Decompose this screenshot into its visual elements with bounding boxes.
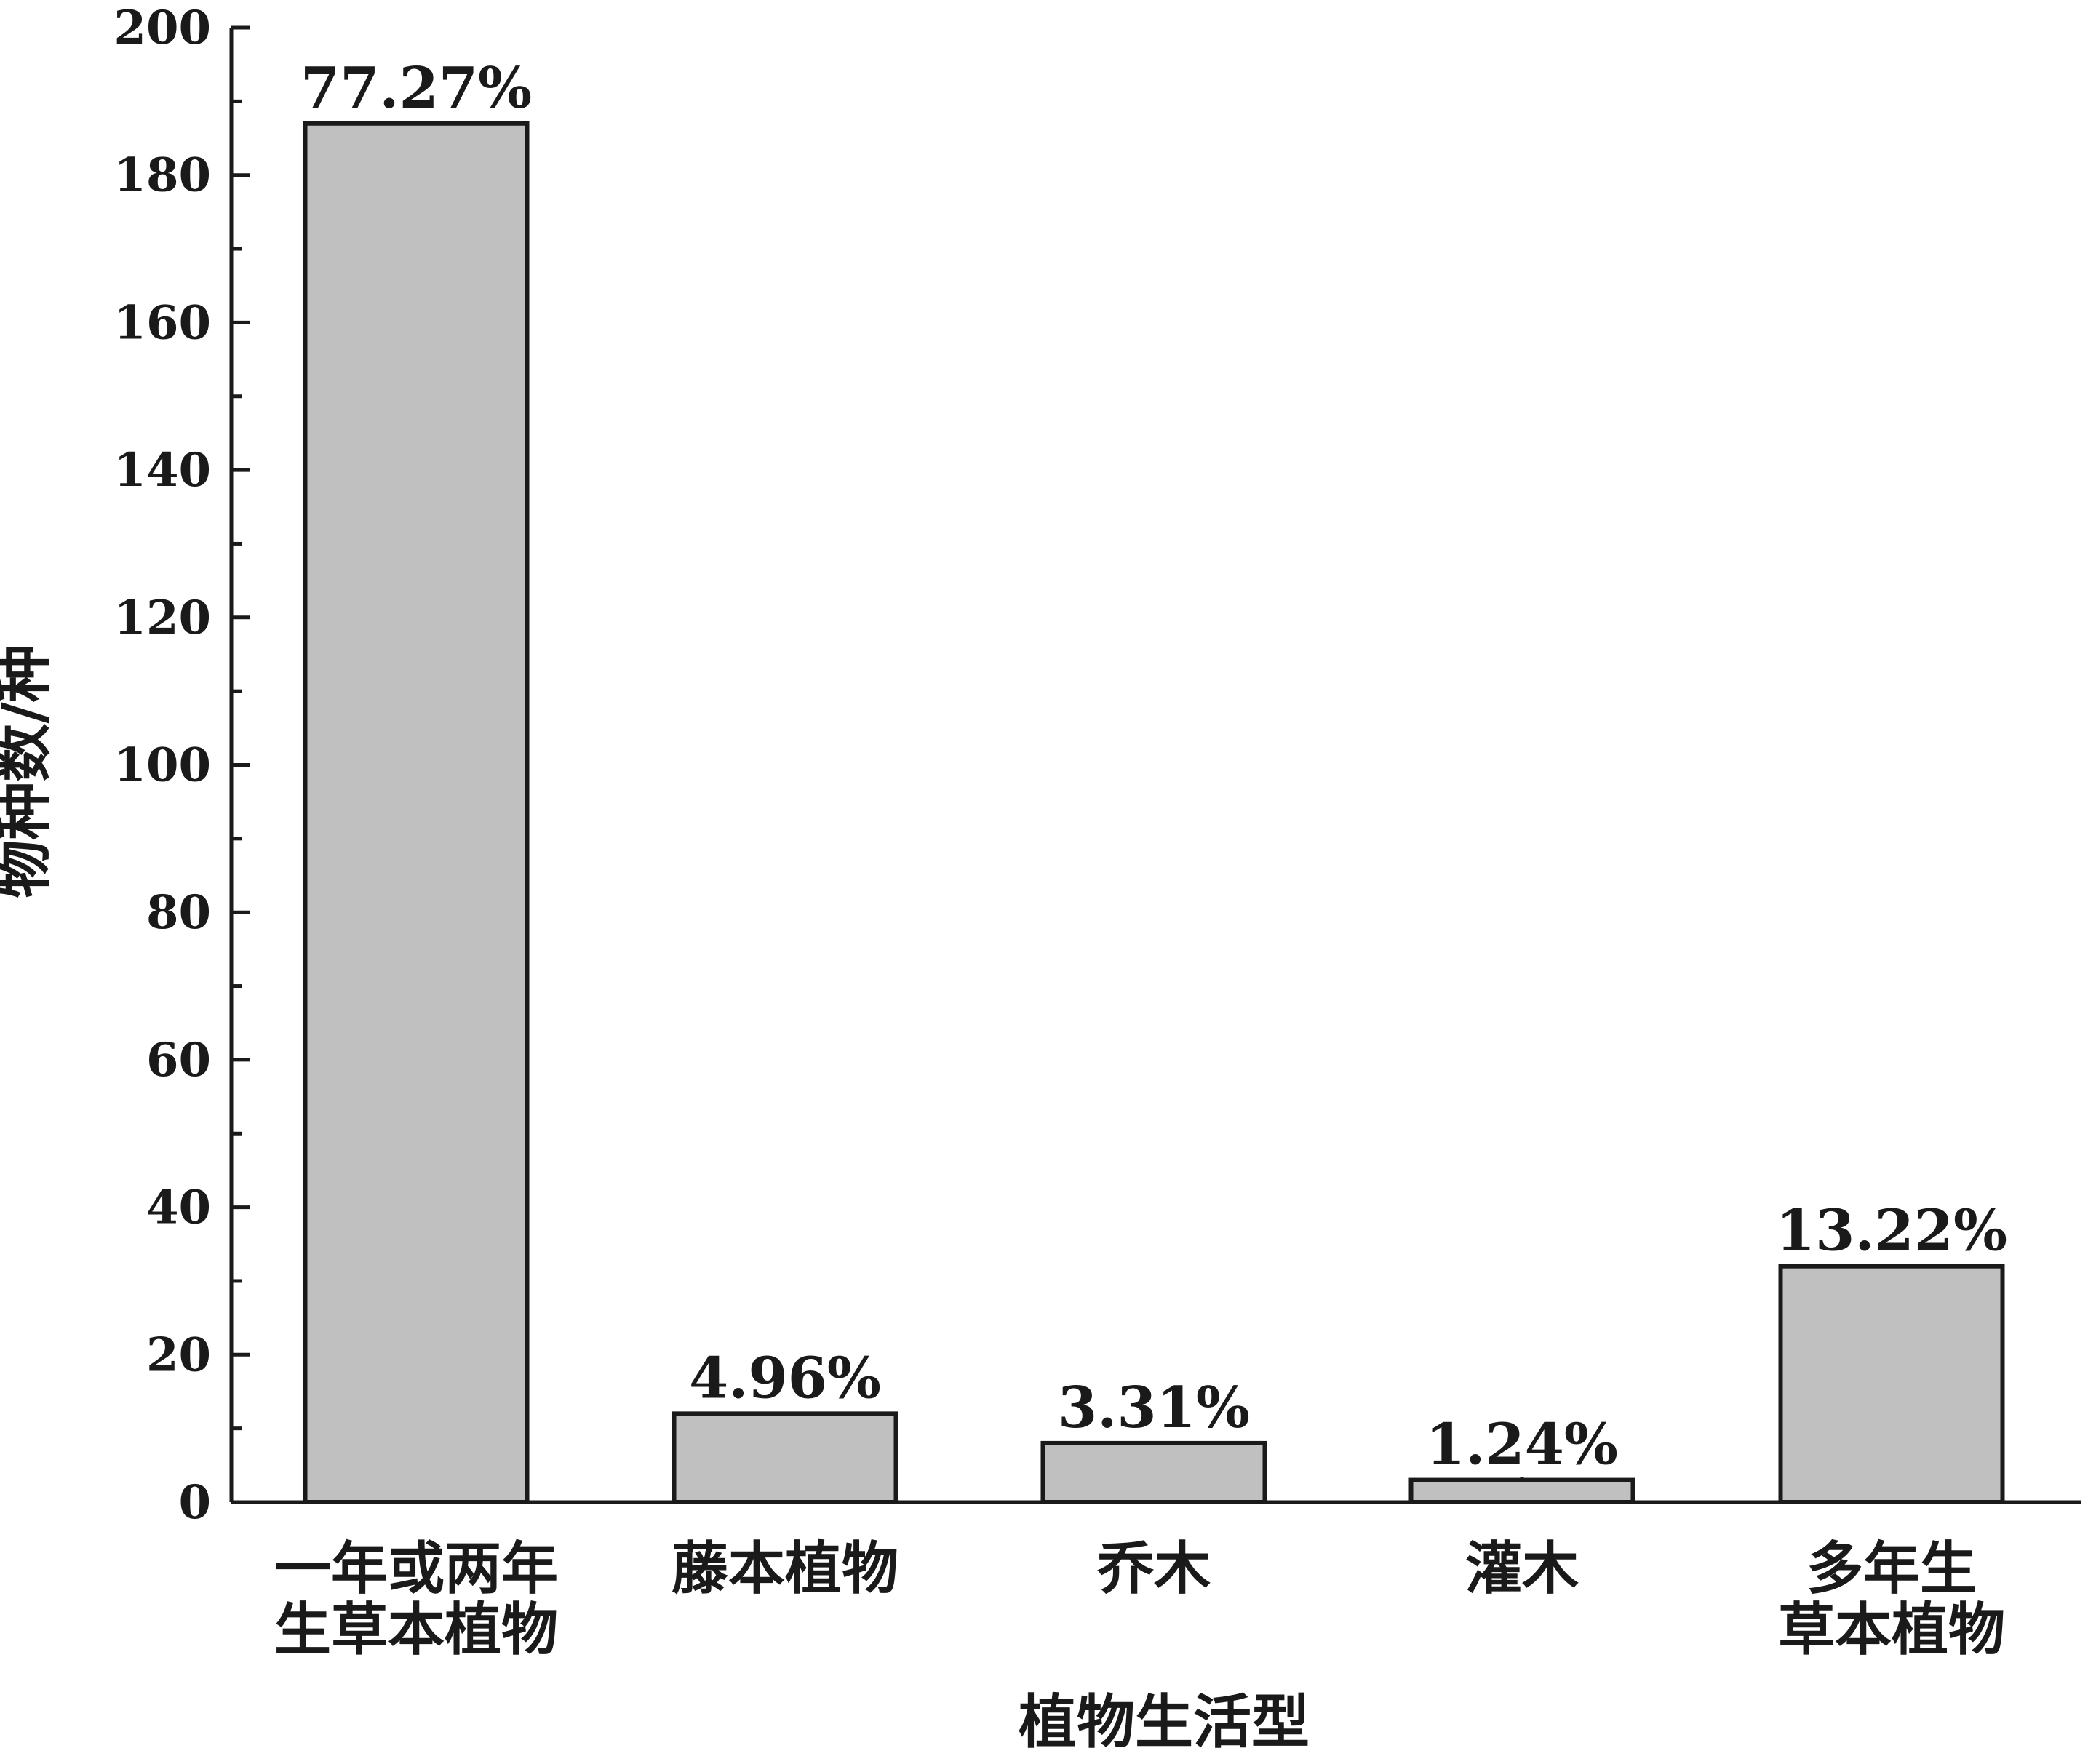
y-tick-label: 40 bbox=[146, 1181, 211, 1235]
x-axis-title: 植物生活型 bbox=[1019, 1688, 1310, 1756]
bar-data-label: 3.31% bbox=[1058, 1375, 1250, 1441]
y-axis-title: 物种数/种 bbox=[0, 644, 57, 898]
y-tick-label: 0 bbox=[178, 1475, 211, 1530]
bar bbox=[1778, 1264, 2005, 1505]
bar-data-label: 13.22% bbox=[1776, 1198, 2007, 1264]
data-labels: 77.27% 4.96% 3.31% 1.24% 13.22% bbox=[300, 55, 2007, 1478]
y-tick-label: 80 bbox=[146, 885, 211, 940]
y-axis: 0 20 40 60 80 100 120 140 160 180 200 bbox=[113, 1, 250, 1530]
bar bbox=[1040, 1440, 1267, 1505]
y-tick-label: 120 bbox=[113, 591, 211, 645]
category-label: 草本植物 bbox=[1778, 1597, 2005, 1663]
category-label: 生草本植物 bbox=[274, 1597, 558, 1663]
y-tick-label: 100 bbox=[113, 738, 211, 793]
category-label: 多年生 bbox=[1806, 1536, 1977, 1602]
bar-data-label: 77.27% bbox=[300, 55, 532, 121]
category-label: 藤本植物 bbox=[672, 1536, 898, 1602]
bar bbox=[303, 121, 530, 1504]
bars bbox=[303, 121, 2005, 1505]
bar-data-label: 4.96% bbox=[689, 1345, 881, 1411]
y-tick-label: 60 bbox=[146, 1033, 211, 1087]
category-label: 灌木 bbox=[1465, 1536, 1579, 1602]
bar bbox=[672, 1411, 898, 1505]
y-tick-label: 20 bbox=[146, 1328, 211, 1382]
category-label: 一年或两年 bbox=[274, 1536, 558, 1602]
bar bbox=[1408, 1477, 1635, 1504]
bar-data-label: 1.24% bbox=[1426, 1412, 1618, 1478]
y-tick-label: 160 bbox=[113, 295, 211, 350]
category-label: 乔木 bbox=[1097, 1536, 1211, 1602]
y-tick-label: 140 bbox=[113, 443, 211, 498]
y-tick-label: 200 bbox=[113, 1, 211, 55]
y-tick-label: 180 bbox=[113, 148, 211, 203]
